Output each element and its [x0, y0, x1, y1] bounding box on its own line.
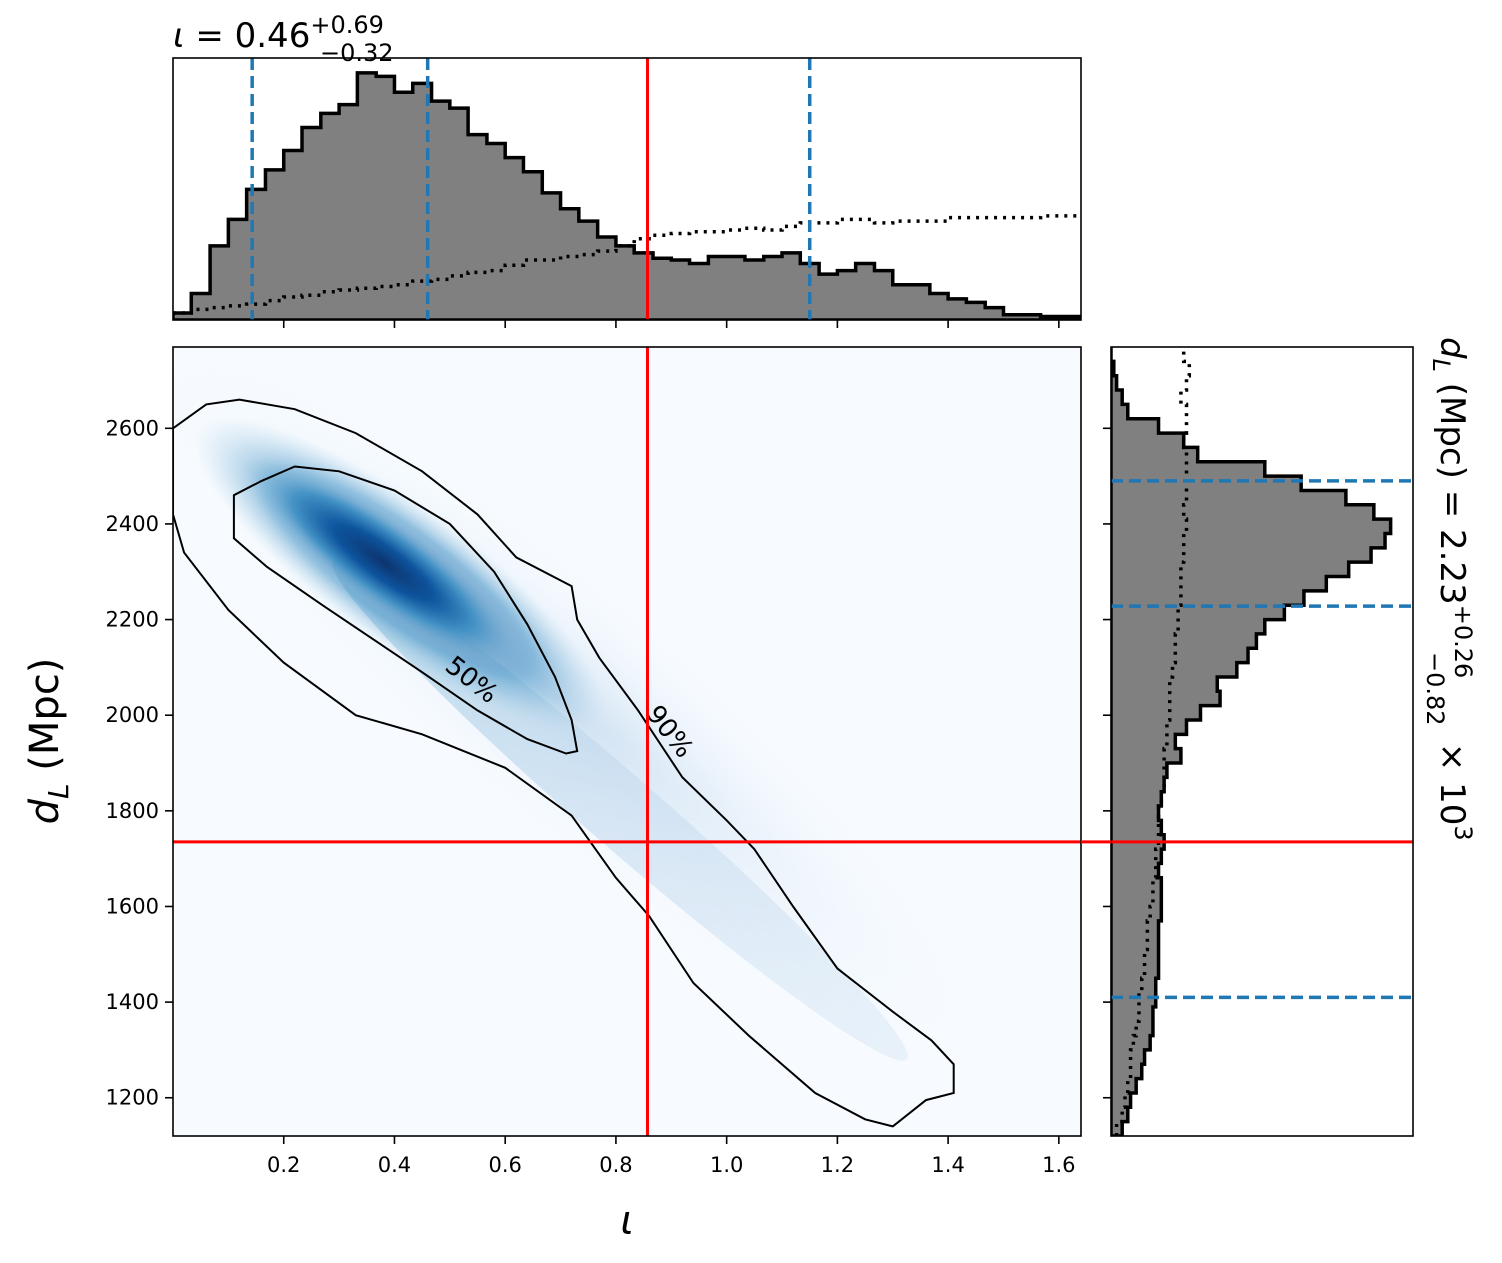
marginal-x-frame [172, 57, 1082, 321]
marginal-y-histogram [1111, 347, 1393, 1136]
density-peak [193, 416, 606, 732]
marginal-y-prior [1114, 347, 1192, 1136]
x-tick-label: 0.2 [267, 1153, 300, 1177]
y-tick-label: 2200 [106, 608, 159, 632]
joint-panel: 50%90% 0.2 0.4 0.6 0.8 1.0 1.2 1.4 1.6120014001… [106, 346, 1082, 1177]
y-tick-label: 1800 [106, 799, 159, 823]
marginal-y-title: dL (Mpc) = 2.23+0.26−0.82 × 103 [1421, 337, 1477, 841]
y-tick-label: 1400 [106, 990, 159, 1014]
contour-50 [232, 465, 579, 755]
x-tick-label: 1.4 [931, 1153, 964, 1177]
x-tick-label: 1.2 [821, 1153, 854, 1177]
x-axis-label: ι [620, 1198, 634, 1244]
y-axis-label: dL (Mpc) [22, 658, 75, 825]
y-tick-label: 2400 [106, 512, 159, 536]
marginal-x-title: ι = 0.46+0.69 −0.32 [173, 11, 394, 67]
joint-ticks: 0.2 0.4 0.6 0.8 1.0 1.2 1.4 1.6 1200 1400 1600 1800… [106, 416, 1076, 1177]
contour-90 [173, 398, 955, 1128]
x-tick-label: 1.0 [710, 1153, 743, 1177]
density-core [193, 416, 606, 732]
density-level-inner [243, 456, 524, 669]
marginal-y-panel [1081, 346, 1414, 1137]
marginal-x-ticks [282, 320, 1060, 328]
marginal-y-plot-area [1111, 347, 1413, 1136]
y-tick-label: 2600 [106, 416, 159, 440]
joint-frame [172, 346, 1082, 1137]
x-tick-label: 1.6 [1042, 1153, 1075, 1177]
y-tick-label: 1600 [106, 894, 159, 918]
y-tick-label: 2000 [106, 703, 159, 727]
marginal-y-frame [1110, 346, 1414, 1137]
x-tick-label: 0.6 [488, 1153, 521, 1177]
marginal-x-histogram [173, 71, 1081, 320]
x-tick-label: 0.4 [378, 1153, 411, 1177]
marginal-y-ticks [1081, 427, 1111, 1099]
marginal-x-panel [172, 57, 1082, 328]
marginal-x-plot-area [173, 58, 1081, 320]
y-tick-label: 1200 [106, 1086, 159, 1110]
x-tick-label: 0.8 [599, 1153, 632, 1177]
